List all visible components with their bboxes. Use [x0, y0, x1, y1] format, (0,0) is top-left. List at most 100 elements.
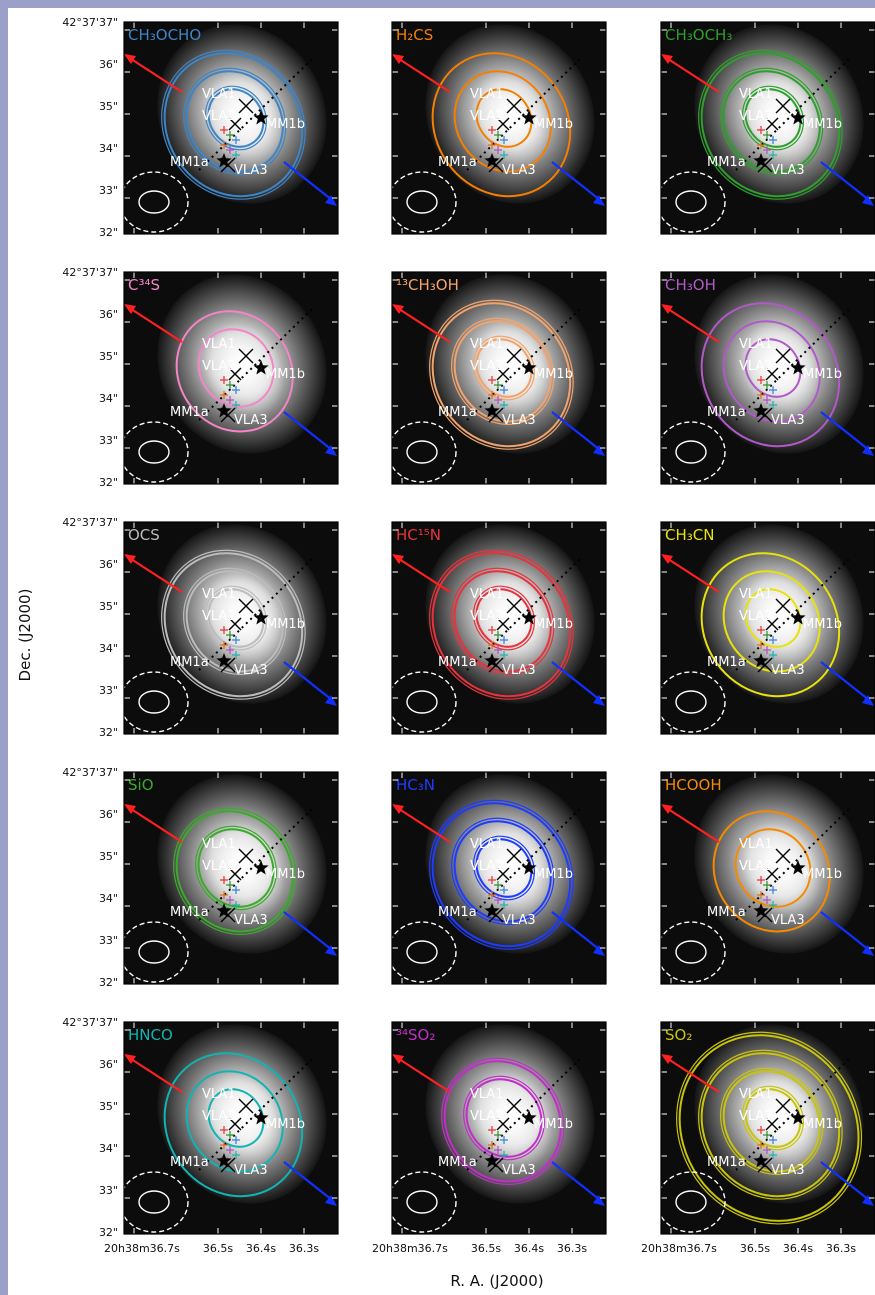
contour-level-3-outer — [205, 585, 267, 651]
contour-level-2-outer — [451, 817, 555, 926]
blueshifted-outflow-arrow — [820, 411, 870, 451]
contour-level-3-outer — [205, 85, 267, 151]
molecule-label: HCOOH — [665, 776, 722, 794]
red-arrowhead — [661, 804, 673, 814]
vla2-label: VLA2 — [202, 359, 236, 374]
blue-arrowhead — [862, 1195, 874, 1206]
dec-tick-label: 32" — [99, 226, 118, 239]
contour-level-2 — [722, 320, 821, 423]
panel-border — [660, 271, 875, 485]
contour-level-3 — [207, 588, 265, 648]
vla1-label: VLA1 — [470, 1087, 504, 1102]
redshifted-outflow-arrow — [664, 56, 720, 93]
contour-level-4-outer — [742, 1085, 804, 1151]
mm1a-label: MM1a — [707, 655, 746, 670]
mm1b-star — [253, 360, 269, 375]
contour-level-2-outer — [183, 567, 287, 676]
vla1-marker — [238, 848, 254, 864]
beam-outer-dashed — [387, 1171, 457, 1233]
vla2-marker — [496, 1117, 510, 1131]
dec-tick-label: 32" — [99, 976, 118, 989]
vla2-marker — [765, 1117, 779, 1131]
mm1a-star — [753, 1153, 769, 1168]
vla3-label: VLA3 — [771, 163, 805, 178]
contour-level-1-outer — [429, 799, 574, 950]
redshifted-outflow-arrow — [395, 56, 451, 93]
vla3-label: VLA3 — [771, 913, 805, 928]
vla3-label: VLA3 — [502, 1163, 536, 1178]
mm1a-label: MM1a — [438, 1155, 477, 1170]
mm1b-label: MM1b — [266, 117, 305, 132]
contour-level-2 — [722, 570, 821, 673]
dec-tick-label: 34" — [99, 1142, 118, 1155]
contour-level-2-outer — [463, 1075, 545, 1161]
panel-border — [391, 521, 607, 735]
panel-7: VLA1 VLA2 MM1b MM1a VLA3 OCS 42°37'37" 36" 35" 34… — [62, 516, 339, 739]
beam-ellipse — [406, 940, 438, 964]
contour-level-2 — [185, 70, 284, 173]
left-border-bar — [0, 0, 8, 1295]
beam-ellipse — [406, 440, 438, 464]
red-arrowhead — [661, 54, 673, 64]
vla2-label: VLA2 — [470, 359, 504, 374]
blue-arrowhead — [862, 195, 874, 206]
panel-6: VLA1 VLA2 MM1b MM1a VLA3 CH₃OH — [656, 271, 875, 485]
blueshifted-outflow-arrow — [820, 161, 870, 201]
contour-level-3-outer — [720, 1067, 824, 1176]
contour-level-2 — [185, 570, 284, 673]
beam-outer-dashed — [387, 171, 457, 233]
vla1-marker — [775, 848, 791, 864]
contour-level-1-outer — [698, 49, 843, 200]
panel-border — [123, 1021, 339, 1235]
mm1a-label: MM1a — [170, 1155, 209, 1170]
vla1-marker — [506, 98, 522, 114]
mm1a-star — [216, 153, 232, 168]
blueshifted-outflow-arrow — [551, 911, 601, 951]
contour-level-2 — [197, 328, 275, 408]
contour-level-1 — [700, 302, 841, 448]
mm1a-star — [216, 1153, 232, 1168]
panel-13: VLA1 VLA2 MM1b MM1a VLA3 HNCO 42°37'37" 36" 35" 3… — [62, 1016, 339, 1255]
mm1b-label: MM1b — [803, 117, 842, 132]
beam-ellipse — [675, 940, 707, 964]
panel-12: VLA1 VLA2 MM1b MM1a VLA3 HCOOH — [656, 771, 875, 985]
mm1a-label: MM1a — [707, 405, 746, 420]
blue-arrowhead — [593, 445, 605, 456]
ra-tick-label: 20h38m36.7s — [372, 1242, 448, 1255]
panel-border — [391, 771, 607, 985]
beam-outer-dashed — [656, 171, 726, 233]
dec-tick-label: 35" — [99, 850, 118, 863]
contour-level-1-outer — [429, 299, 574, 450]
beam-ellipse — [138, 1190, 170, 1214]
mm1b-label: MM1b — [534, 367, 573, 382]
mm1a-star — [484, 903, 500, 918]
contour-level-3 — [744, 588, 802, 648]
vla2-marker — [765, 617, 779, 631]
vla2-label: VLA2 — [470, 609, 504, 624]
beam-outer-dashed — [119, 421, 189, 483]
vla2-label: VLA2 — [470, 1109, 504, 1124]
panel-4: VLA1 VLA2 MM1b MM1a VLA3 C³⁴S 42°37'37" 36" 35" 3… — [62, 266, 339, 489]
dec-tick-label: 35" — [99, 1100, 118, 1113]
contour-level-3 — [207, 1088, 265, 1148]
vla3-label: VLA3 — [234, 663, 268, 678]
contour-level-2 — [185, 1070, 284, 1173]
ra-tick-label: 20h38m36.7s — [641, 1242, 717, 1255]
panel-border — [391, 271, 607, 485]
red-arrowhead — [661, 304, 673, 314]
beam-ellipse — [406, 690, 438, 714]
contour-level-3-outer — [473, 585, 535, 651]
vla1-label: VLA1 — [202, 587, 236, 602]
molecule-label: CH₃OCHO — [128, 26, 201, 44]
mm1b-label: MM1b — [534, 867, 573, 882]
vla1-marker — [238, 348, 254, 364]
contour-level-2 — [453, 570, 552, 673]
y-axis-label: Dec. (J2000) — [16, 589, 34, 682]
mm1a-star — [216, 653, 232, 668]
mm1a-star — [216, 903, 232, 918]
redshifted-outflow-arrow — [127, 1056, 183, 1093]
dec-tick-label: 35" — [99, 600, 118, 613]
vla1-marker — [238, 1098, 254, 1114]
panel-1: VLA1 VLA2 MM1b MM1a VLA3 CH₃OCHO 42°37'37" 36" 3… — [62, 16, 339, 239]
